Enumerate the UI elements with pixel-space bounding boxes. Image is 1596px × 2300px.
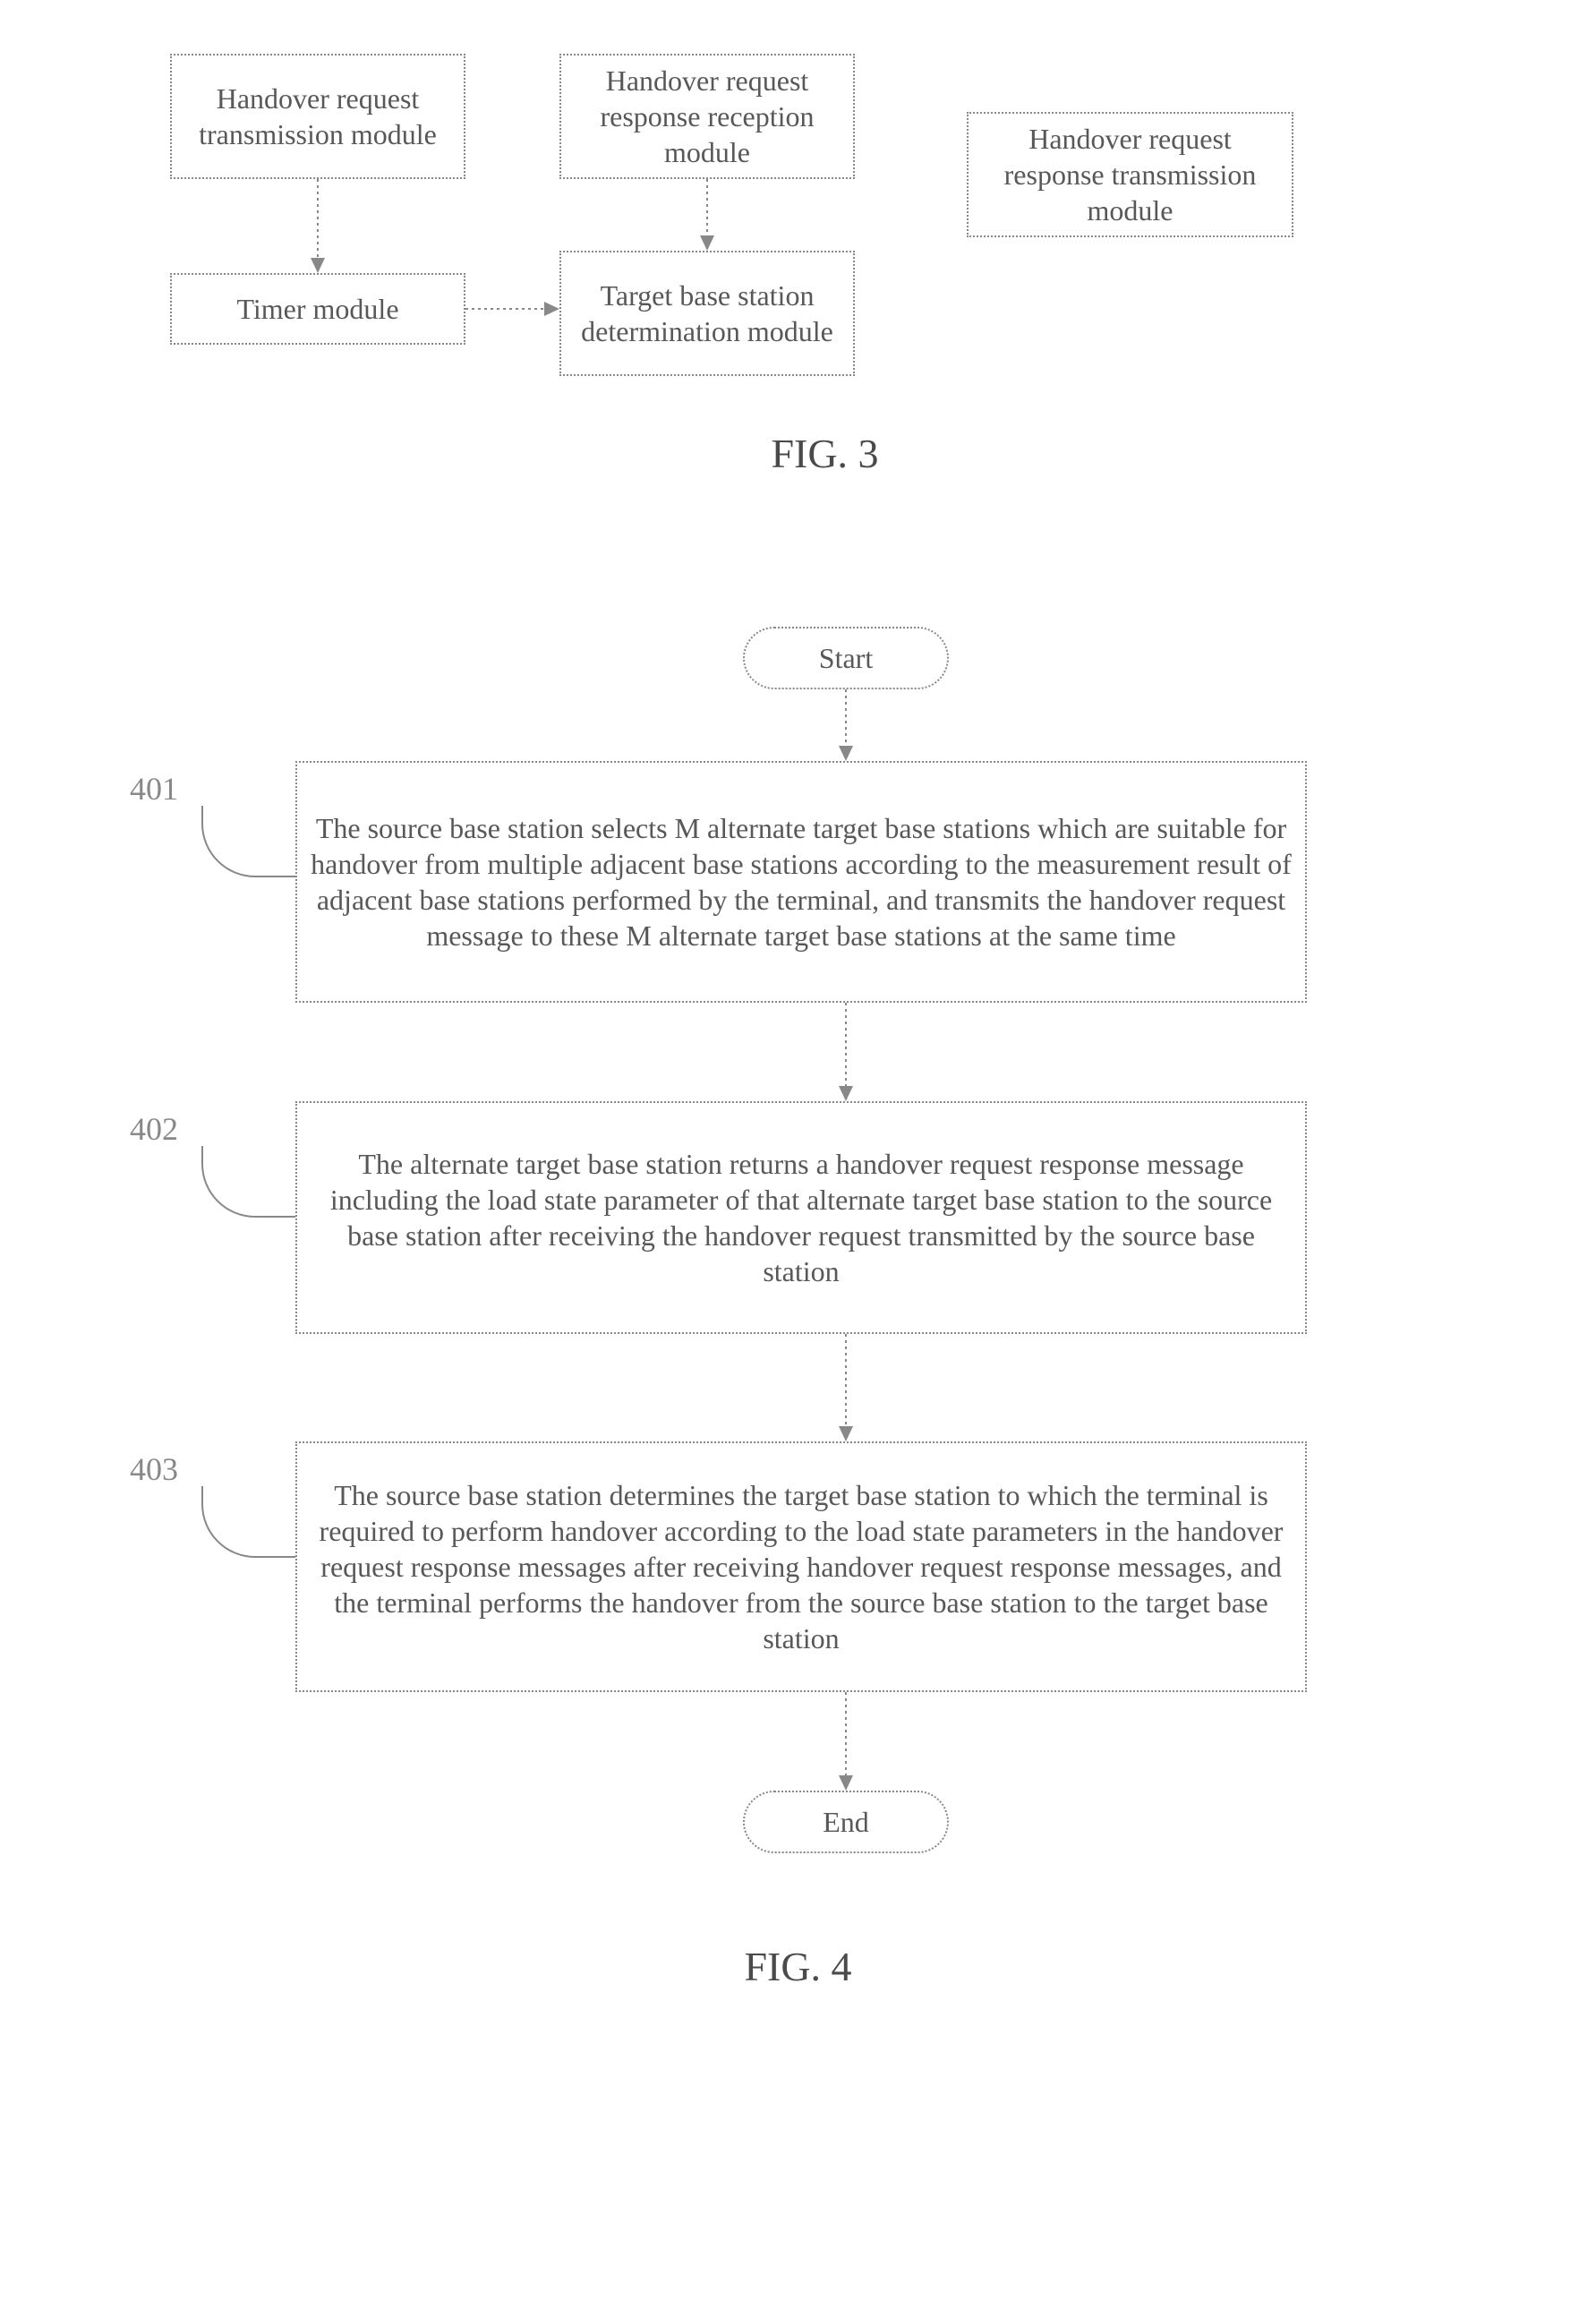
fig4-step3-num-text: 403 — [130, 1451, 178, 1487]
fig4-step3-box: The source base station determines the t… — [295, 1441, 1307, 1692]
fig4-caption: FIG. 4 — [90, 1943, 1506, 1990]
fig3-caption: FIG. 3 — [143, 430, 1506, 477]
fig4-start: Start — [743, 627, 949, 689]
fig4-step1-num-text: 401 — [130, 771, 178, 807]
fig4-step3-text: The source base station determines the t… — [308, 1477, 1294, 1656]
fig4-step3-num: 403 — [130, 1450, 178, 1488]
fig4-step2-num: 402 — [130, 1110, 178, 1148]
fig3-diagram: Handover request transmission module Han… — [143, 54, 1506, 519]
fig4-step1-leader — [201, 806, 295, 877]
fig3-box-timer-label: Timer module — [236, 291, 398, 327]
fig4-start-label: Start — [819, 642, 873, 675]
fig4-step1-box: The source base station selects M altern… — [295, 761, 1307, 1003]
fig3-box-target: Target base station determination module — [559, 251, 855, 376]
fig4-end: End — [743, 1791, 949, 1853]
fig3-caption-text: FIG. 3 — [771, 431, 878, 476]
fig4-caption-text: FIG. 4 — [744, 1944, 851, 1989]
fig3-box-resp-rx: Handover request response reception modu… — [559, 54, 855, 179]
fig4-step1-text: The source base station selects M altern… — [308, 810, 1294, 953]
fig4-step2-num-text: 402 — [130, 1111, 178, 1147]
fig3-box-resp-tx: Handover request response transmission m… — [967, 112, 1293, 237]
fig4-diagram: Start 401 The source base station select… — [90, 627, 1506, 2023]
fig3-box-req-tx: Handover request transmission module — [170, 54, 465, 179]
fig4-step2-leader — [201, 1146, 295, 1218]
fig4-arrow-s1-s2 — [841, 1003, 859, 1101]
fig3-box-resp-tx-label: Handover request response transmission m… — [979, 121, 1281, 228]
fig4-arrow-s2-s3 — [841, 1334, 859, 1441]
fig4-step2-text: The alternate target base station return… — [308, 1146, 1294, 1289]
fig4-step2-box: The alternate target base station return… — [295, 1101, 1307, 1334]
fig3-arrow-reqtx-timer — [313, 179, 331, 273]
fig3-box-req-tx-label: Handover request transmission module — [183, 81, 453, 152]
fig4-arrow-s3-end — [841, 1692, 859, 1791]
fig3-box-target-label: Target base station determination module — [572, 278, 842, 349]
fig3-box-resp-rx-label: Handover request response reception modu… — [572, 63, 842, 170]
fig3-arrow-resprx-target — [703, 179, 721, 251]
fig4-end-label: End — [823, 1806, 869, 1839]
fig4-step1-num: 401 — [130, 770, 178, 808]
fig3-box-timer: Timer module — [170, 273, 465, 345]
fig4-step3-leader — [201, 1486, 295, 1558]
fig4-arrow-start-s1 — [841, 689, 859, 761]
fig3-arrow-timer-target — [465, 304, 559, 322]
